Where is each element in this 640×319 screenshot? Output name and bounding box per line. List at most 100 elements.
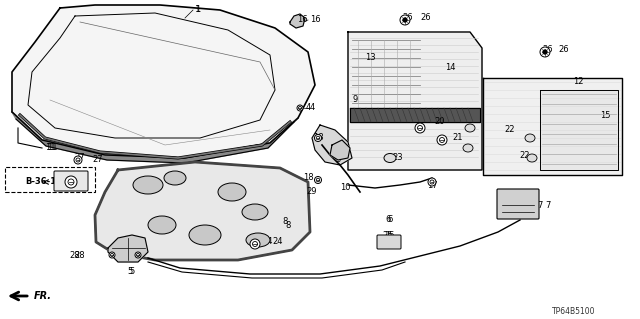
Ellipse shape: [242, 204, 268, 220]
Text: 4: 4: [305, 103, 310, 113]
Circle shape: [250, 239, 260, 249]
Text: 7: 7: [545, 201, 550, 210]
Circle shape: [440, 137, 445, 143]
Text: 11: 11: [47, 144, 57, 152]
Circle shape: [314, 135, 321, 142]
Text: 19: 19: [505, 196, 515, 204]
Circle shape: [298, 107, 301, 109]
Text: 10: 10: [340, 183, 350, 192]
Circle shape: [417, 125, 422, 130]
Polygon shape: [540, 90, 618, 170]
Text: 25: 25: [385, 231, 396, 240]
Polygon shape: [483, 78, 622, 175]
Polygon shape: [290, 14, 305, 28]
Circle shape: [437, 135, 447, 145]
Text: 13: 13: [365, 54, 375, 63]
Text: 26: 26: [403, 13, 413, 23]
Text: 18: 18: [313, 133, 323, 143]
Ellipse shape: [525, 134, 535, 142]
Polygon shape: [330, 140, 350, 160]
Text: 28: 28: [75, 250, 85, 259]
FancyBboxPatch shape: [497, 189, 539, 219]
Circle shape: [65, 176, 77, 188]
Ellipse shape: [189, 225, 221, 245]
Text: 22: 22: [505, 125, 515, 135]
Ellipse shape: [218, 183, 246, 201]
Ellipse shape: [384, 153, 396, 162]
Text: 26: 26: [543, 46, 554, 55]
Circle shape: [109, 252, 115, 258]
Text: 6: 6: [387, 216, 393, 225]
Text: TP64B5100: TP64B5100: [552, 307, 595, 315]
Text: 25: 25: [383, 231, 393, 240]
Polygon shape: [95, 162, 310, 260]
Circle shape: [400, 15, 410, 25]
Text: 26: 26: [420, 13, 431, 23]
Polygon shape: [12, 5, 315, 158]
Text: 11: 11: [45, 143, 56, 152]
Text: 2: 2: [335, 145, 340, 154]
Polygon shape: [108, 235, 148, 262]
Ellipse shape: [465, 124, 475, 132]
Text: B-36-10: B-36-10: [25, 176, 62, 186]
Text: 24: 24: [263, 238, 273, 247]
Text: 3: 3: [335, 155, 340, 165]
Polygon shape: [350, 108, 480, 122]
Circle shape: [543, 50, 547, 54]
Circle shape: [136, 254, 140, 256]
Ellipse shape: [463, 144, 473, 152]
Circle shape: [253, 241, 257, 247]
Text: 9: 9: [353, 95, 358, 105]
Polygon shape: [348, 32, 482, 170]
Circle shape: [316, 136, 320, 140]
Text: 8: 8: [285, 220, 291, 229]
Text: 12: 12: [573, 78, 583, 86]
Circle shape: [428, 178, 436, 186]
Text: 21: 21: [452, 133, 463, 143]
Text: FR.: FR.: [34, 291, 52, 301]
Circle shape: [111, 254, 113, 256]
Circle shape: [297, 105, 303, 111]
Text: 1: 1: [195, 5, 200, 14]
Polygon shape: [312, 125, 352, 165]
Text: 15: 15: [600, 110, 611, 120]
Text: 4: 4: [309, 102, 315, 112]
Text: 5: 5: [127, 268, 132, 277]
Ellipse shape: [164, 171, 186, 185]
Text: 29: 29: [307, 188, 317, 197]
Text: 17: 17: [427, 181, 437, 189]
Text: 16: 16: [310, 16, 320, 25]
Text: 7: 7: [538, 201, 543, 210]
Circle shape: [415, 123, 425, 133]
Text: 28: 28: [70, 250, 80, 259]
Text: 27: 27: [75, 153, 85, 162]
Text: 8: 8: [282, 218, 288, 226]
Text: 19: 19: [509, 196, 520, 204]
Circle shape: [74, 156, 82, 164]
Circle shape: [68, 179, 74, 185]
Text: 16: 16: [297, 16, 307, 25]
Ellipse shape: [148, 216, 176, 234]
Text: 20: 20: [435, 117, 445, 127]
Ellipse shape: [527, 154, 537, 162]
Circle shape: [316, 178, 320, 182]
Text: 5: 5: [129, 268, 134, 277]
Text: 27: 27: [92, 155, 102, 165]
Text: 26: 26: [558, 46, 568, 55]
Text: 14: 14: [445, 63, 455, 72]
Polygon shape: [12, 112, 298, 163]
Ellipse shape: [133, 176, 163, 194]
Text: 1: 1: [195, 5, 201, 14]
Circle shape: [540, 47, 550, 57]
Circle shape: [430, 180, 434, 184]
Text: 6: 6: [385, 216, 390, 225]
FancyBboxPatch shape: [377, 235, 401, 249]
Ellipse shape: [246, 233, 270, 247]
Circle shape: [135, 252, 141, 258]
FancyBboxPatch shape: [54, 171, 88, 191]
Circle shape: [76, 158, 80, 162]
Text: 22: 22: [520, 151, 531, 160]
Text: 24: 24: [272, 238, 282, 247]
Circle shape: [403, 18, 407, 22]
Text: 23: 23: [393, 153, 403, 162]
